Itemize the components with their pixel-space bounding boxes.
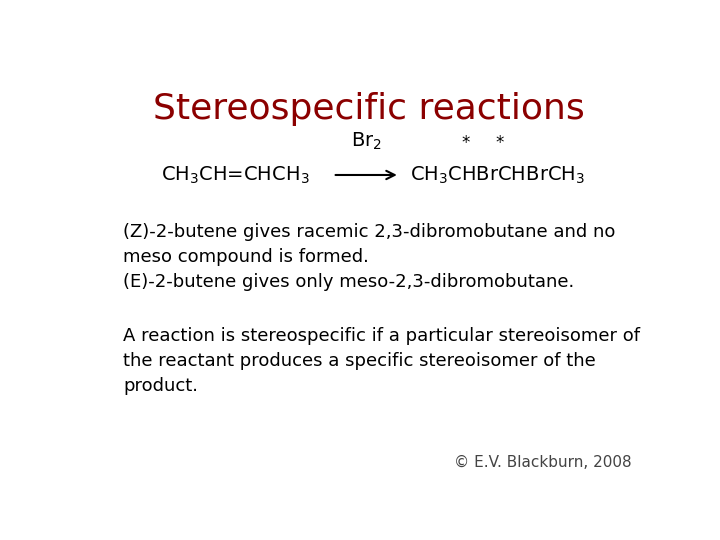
Text: *: * [462,134,469,152]
Text: Stereospecific reactions: Stereospecific reactions [153,92,585,126]
Text: A reaction is stereospecific if a particular stereoisomer of
the reactant produc: A reaction is stereospecific if a partic… [124,327,641,395]
Text: Br$_2$: Br$_2$ [351,131,382,152]
Text: (Z)-2-butene gives racemic 2,3-dibromobutane and no
meso compound is formed.: (Z)-2-butene gives racemic 2,3-dibromobu… [124,223,616,266]
Text: CH$_3$CHBrCHBrCH$_3$: CH$_3$CHBrCHBrCH$_3$ [410,164,585,186]
Text: CH$_3$CH=CHCH$_3$: CH$_3$CH=CHCH$_3$ [161,164,310,186]
Text: *: * [496,134,504,152]
Text: © E.V. Blackburn, 2008: © E.V. Blackburn, 2008 [454,455,631,470]
Text: (E)-2-butene gives only meso-2,3-dibromobutane.: (E)-2-butene gives only meso-2,3-dibromo… [124,273,575,291]
